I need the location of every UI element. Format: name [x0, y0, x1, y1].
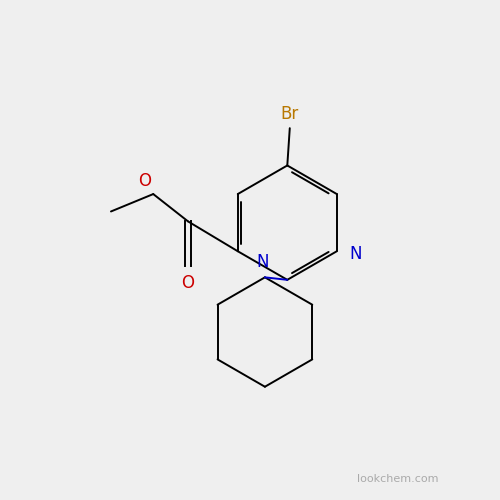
Text: Br: Br	[280, 105, 299, 123]
Text: O: O	[182, 274, 194, 291]
Text: O: O	[138, 172, 151, 190]
Text: N: N	[349, 244, 362, 262]
Text: N: N	[256, 254, 268, 272]
Text: lookchem.com: lookchem.com	[358, 474, 439, 484]
